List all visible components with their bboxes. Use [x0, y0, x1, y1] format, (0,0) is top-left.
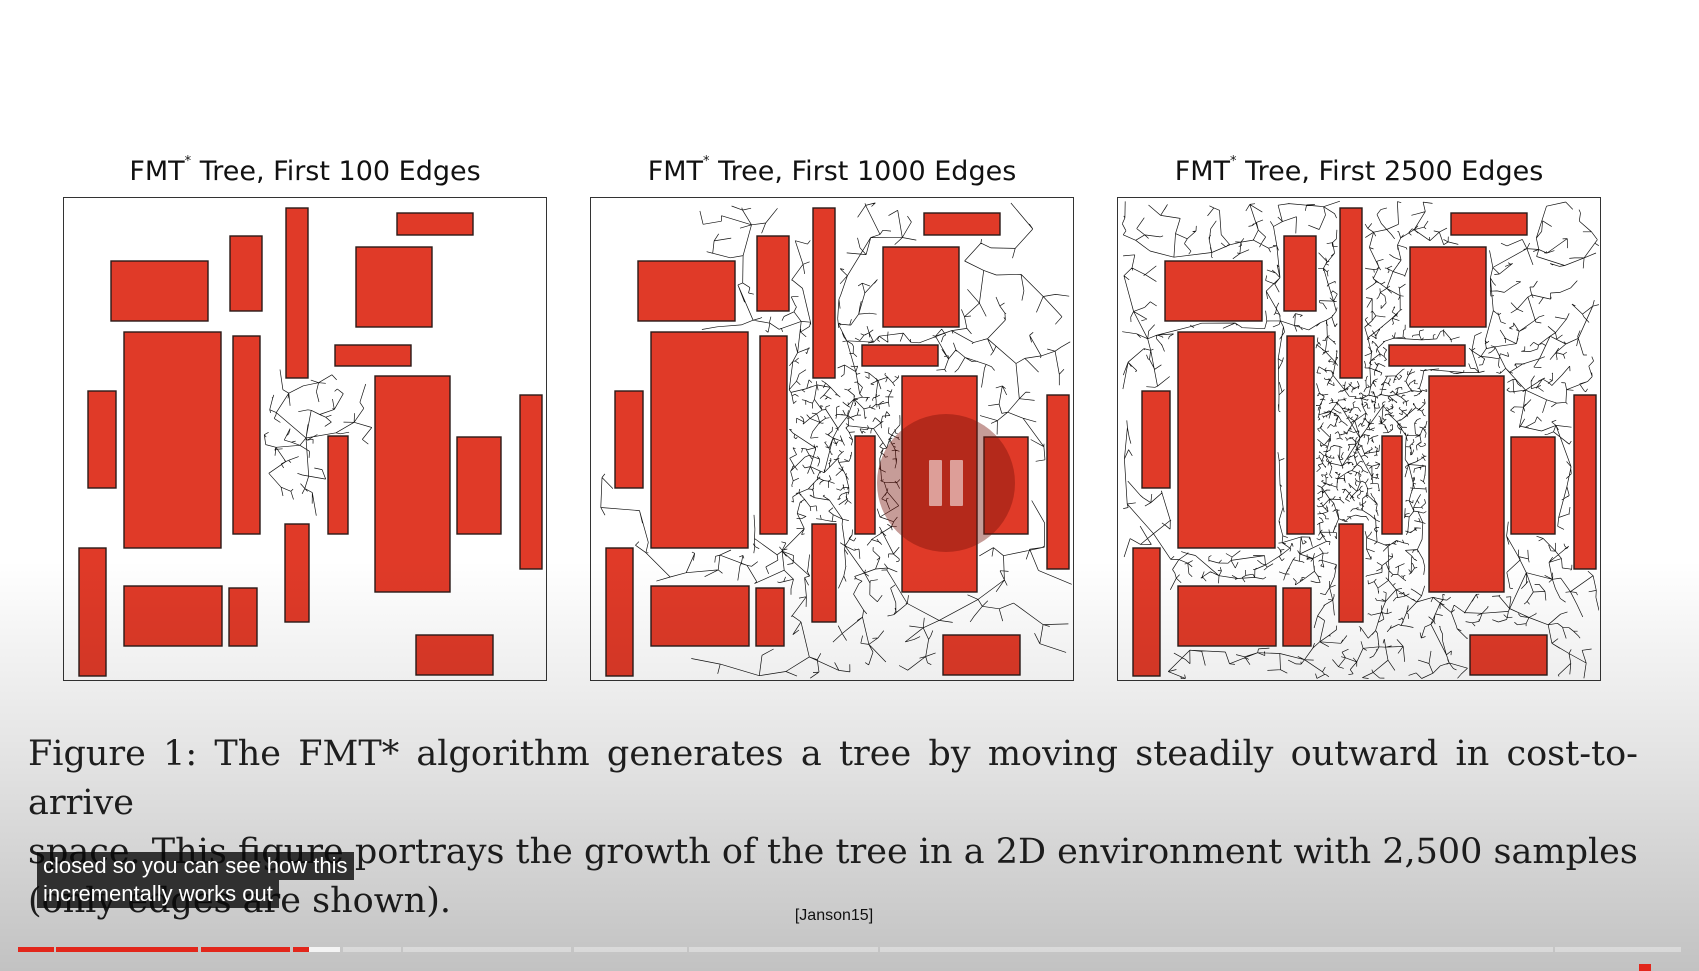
- obstacle-rect-1: [756, 235, 790, 312]
- progress-chapter[interactable]: [403, 947, 571, 952]
- citation: [Janson15]: [794, 907, 874, 924]
- panel-title-1000-edges: FMT* Tree, First 1000 Edges: [647, 154, 1017, 187]
- obstacle-rect-8: [1141, 390, 1171, 489]
- obstacle-rect-11: [1510, 436, 1556, 535]
- obstacle-rect-7: [1286, 335, 1315, 535]
- obstacle-rect-11: [983, 436, 1029, 535]
- obstacle-rect-13: [1132, 547, 1161, 677]
- tree-edge-paths: [600, 202, 1072, 679]
- obstacle-rect-17: [1469, 634, 1548, 676]
- obstacle-rect-4: [1409, 246, 1487, 328]
- obstacle-rect-5: [861, 344, 939, 367]
- tree-plot-1000: [600, 202, 1072, 679]
- tree-edge-paths: [263, 369, 373, 516]
- pause-icon[interactable]: [877, 414, 1015, 552]
- obstacle-rect-6: [123, 331, 222, 549]
- obstacle-rect-12: [519, 394, 543, 570]
- obstacle-rect-16: [811, 523, 837, 623]
- tree-edges: [263, 369, 373, 516]
- pause-bar-left: [929, 460, 942, 506]
- obstacle-rect-2: [812, 207, 836, 379]
- obstacle-rect-8: [614, 390, 644, 489]
- progress-buffered: [293, 947, 340, 952]
- obstacle-rect-0: [1164, 260, 1263, 322]
- tree-plot-2500: [1121, 200, 1599, 679]
- tree-edges: [600, 202, 1072, 679]
- progress-chapter[interactable]: [689, 947, 878, 952]
- obstacle-rect-12: [1573, 394, 1597, 570]
- obstacle-rect-15: [755, 587, 785, 647]
- obstacle-rect-15: [228, 587, 258, 647]
- obstacle-rect-15: [1282, 587, 1312, 647]
- progress-played: [293, 947, 310, 952]
- tree-plot-100: [78, 207, 543, 677]
- obstacle-rect-14: [123, 585, 223, 647]
- obstacle-rect-10: [1381, 435, 1403, 535]
- panel-title-2500-edges: FMT* Tree, First 2500 Edges: [1174, 154, 1544, 187]
- obstacle-rect-2: [1339, 207, 1363, 379]
- obstacle-rect-11: [456, 436, 502, 535]
- obstacle-rect-0: [637, 260, 736, 322]
- tree-panel-2500-edges: [1117, 197, 1601, 681]
- obstacle-rect-5: [1388, 344, 1466, 367]
- obstacle-rect-7: [232, 335, 261, 535]
- tree-panel-100-edges: [63, 197, 547, 681]
- caption-line-1: Figure 1: The FMT* algorithm generates a…: [28, 734, 1638, 823]
- pause-bar-right: [950, 460, 963, 506]
- obstacle-rect-10: [327, 435, 349, 535]
- obstacle-rect-3: [396, 212, 474, 236]
- progress-chapter[interactable]: [343, 947, 401, 952]
- obstacle-rect-6: [1177, 331, 1276, 549]
- progress-chapter[interactable]: [880, 947, 1553, 952]
- obstacle-rect-12: [1046, 394, 1070, 570]
- subtitle-line-1: closed so you can see how this: [37, 852, 354, 880]
- tree-edge-paths: [1121, 200, 1599, 679]
- tree-panel-1000-edges: [590, 197, 1074, 681]
- obstacle-rect-1: [1283, 235, 1317, 312]
- obstacle-rect-7: [759, 335, 788, 535]
- obstacle-rect-9: [1428, 375, 1505, 593]
- obstacle-rect-16: [1338, 523, 1364, 623]
- obstacle-rect-9: [374, 375, 451, 593]
- progress-played: [56, 947, 198, 952]
- obstacle-rect-3: [923, 212, 1001, 236]
- progress-played: [201, 947, 290, 952]
- obstacle-rect-17: [415, 634, 494, 676]
- progress-played: [18, 947, 54, 952]
- subtitle-captions: closed so you can see how this increment…: [37, 852, 354, 908]
- obstacle-rect-2: [285, 207, 309, 379]
- obstacle-rect-0: [110, 260, 209, 322]
- obstacle-rect-16: [284, 523, 310, 623]
- panel-title-100-edges: FMT* Tree, First 100 Edges: [129, 154, 481, 187]
- obstacle-rect-4: [355, 246, 433, 328]
- progress-chapter[interactable]: [1555, 947, 1681, 952]
- obstacle-rect-5: [334, 344, 412, 367]
- tree-edges: [1121, 200, 1599, 679]
- obstacle-rect-8: [87, 390, 117, 489]
- obstacle-rect-14: [1177, 585, 1277, 647]
- obstacle-rect-13: [78, 547, 107, 677]
- obstacle-rect-3: [1450, 212, 1528, 236]
- obstacle-rect-13: [605, 547, 634, 677]
- obstacle-rect-14: [650, 585, 750, 647]
- obstacle-rect-17: [942, 634, 1021, 676]
- progress-chapter[interactable]: [574, 947, 687, 952]
- progress-bar[interactable]: [18, 947, 1681, 952]
- obstacle-rect-10: [854, 435, 876, 535]
- obstacle-rect-1: [229, 235, 263, 312]
- obstacle-rect-6: [650, 331, 749, 549]
- subtitle-line-2: incrementally works out: [37, 880, 279, 908]
- obstacle-rect-4: [882, 246, 960, 328]
- player-badge-icon: [1639, 964, 1651, 971]
